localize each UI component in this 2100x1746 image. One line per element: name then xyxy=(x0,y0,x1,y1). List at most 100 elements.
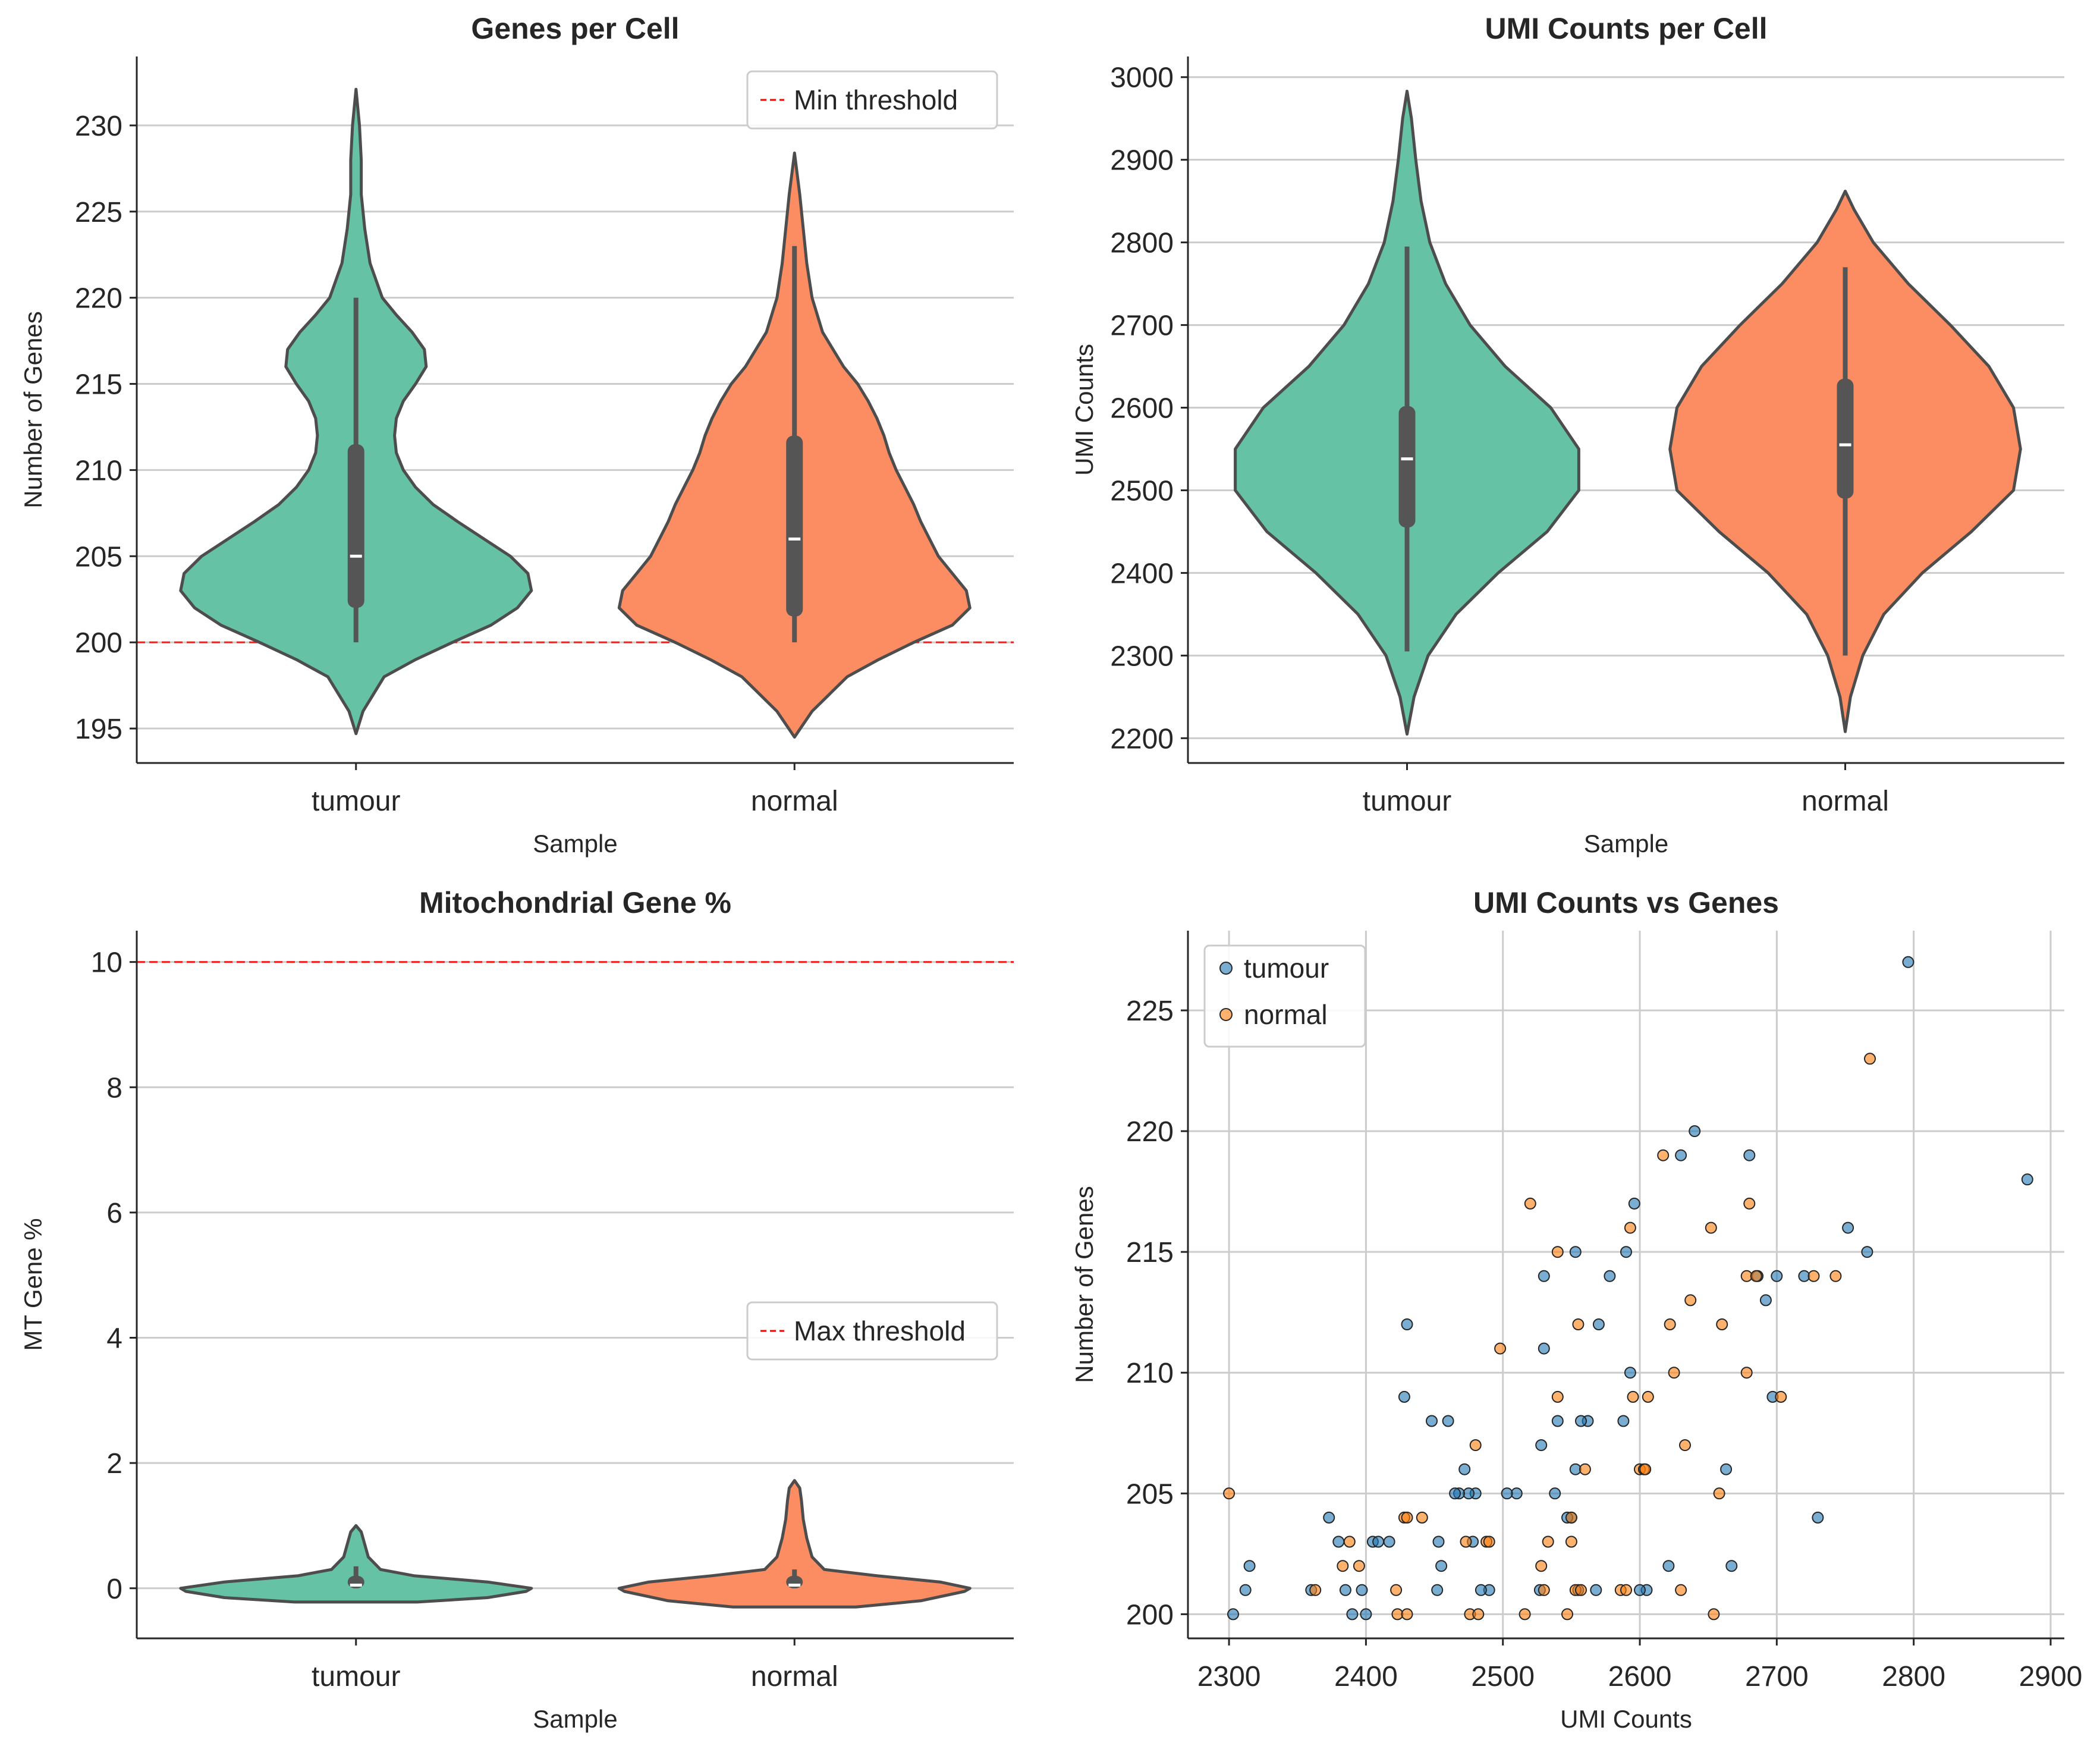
y-tick-label: 195 xyxy=(75,714,122,745)
point-tumour xyxy=(1227,1608,1239,1621)
y-tick-label: 4 xyxy=(106,1323,122,1355)
point-tumour xyxy=(1771,1270,1783,1282)
point-normal xyxy=(1469,1439,1482,1452)
y-tick-label: 2500 xyxy=(1110,475,1174,507)
point-normal xyxy=(1775,1390,1787,1403)
point-tumour xyxy=(1551,1415,1564,1427)
panel-umi-vs-genes-scatter: 2300 2400 2500 2600 2700 2800 2900 200 205 210 215… xyxy=(1070,886,2082,1733)
point-tumour xyxy=(1346,1608,1359,1621)
point-normal xyxy=(1565,1535,1577,1548)
legend-frame xyxy=(1203,944,1366,1048)
point-tumour xyxy=(1538,1270,1550,1282)
point-tumour xyxy=(1431,1584,1444,1596)
point-normal xyxy=(1624,1221,1636,1234)
point-normal xyxy=(1579,1463,1591,1475)
y-axis-label: MT Gene % xyxy=(19,1218,47,1351)
point-normal xyxy=(1309,1584,1322,1596)
panel-title: Genes per Cell xyxy=(471,12,679,45)
y-tick-label: 225 xyxy=(75,197,122,228)
point-tumour xyxy=(1590,1584,1602,1596)
x-tick-label-normal: normal xyxy=(751,786,838,817)
point-normal xyxy=(1713,1487,1725,1500)
point-normal xyxy=(1807,1270,1820,1282)
y-tick-label: 2300 xyxy=(1110,640,1174,672)
point-tumour xyxy=(1432,1535,1445,1548)
point-tumour xyxy=(1383,1535,1395,1548)
point-normal xyxy=(1657,1149,1670,1161)
point-tumour xyxy=(1628,1197,1640,1210)
y-tick-label: 2700 xyxy=(1110,310,1174,342)
legend-entry-max-threshold: Max threshold xyxy=(794,1315,966,1346)
y-tick-label: 230 xyxy=(75,111,122,142)
panel-title: UMI Counts vs Genes xyxy=(1473,886,1779,919)
point-tumour xyxy=(1720,1463,1733,1475)
point-tumour xyxy=(1398,1390,1410,1403)
point-tumour xyxy=(1675,1149,1687,1161)
point-normal xyxy=(1679,1439,1691,1452)
point-tumour xyxy=(1475,1584,1487,1596)
legend-frame xyxy=(746,1301,998,1361)
point-tumour xyxy=(1243,1560,1256,1572)
x-axis-label: Sample xyxy=(533,830,617,858)
point-normal xyxy=(1575,1584,1587,1596)
y-tick-label: 220 xyxy=(75,283,122,315)
iqr-box-normal xyxy=(1837,378,1854,499)
point-tumour xyxy=(1662,1560,1675,1572)
x-tick-label: 2900 xyxy=(2019,1661,2083,1692)
x-axis-label: Sample xyxy=(533,1705,617,1733)
point-tumour xyxy=(1689,1125,1701,1138)
x-axis-label: UMI Counts xyxy=(1560,1705,1692,1733)
legend-entry-tumour: tumour xyxy=(1244,953,1329,984)
point-tumour xyxy=(1592,1318,1605,1330)
legend-marker-normal xyxy=(1219,1008,1233,1021)
x-tick-label-tumour: tumour xyxy=(312,1661,400,1692)
x-tick-label: 2700 xyxy=(1745,1661,1809,1692)
point-tumour xyxy=(1449,1487,1461,1500)
point-normal xyxy=(1705,1221,1717,1234)
point-tumour xyxy=(1323,1511,1335,1524)
point-tumour xyxy=(1842,1221,1854,1234)
y-tick-label: 205 xyxy=(1126,1478,1174,1510)
y-tick-label: 205 xyxy=(75,541,122,573)
point-normal xyxy=(1343,1535,1356,1548)
y-tick-label: 215 xyxy=(1126,1237,1174,1268)
point-normal xyxy=(1740,1367,1753,1379)
point-normal xyxy=(1401,1511,1413,1524)
legend: Min threshold xyxy=(746,70,998,130)
iqr-box-normal xyxy=(786,435,803,617)
x-tick-label: 2600 xyxy=(1608,1661,1672,1692)
point-normal xyxy=(1538,1584,1550,1596)
point-normal xyxy=(1572,1318,1585,1330)
y-tick-label: 3000 xyxy=(1110,62,1174,94)
point-tumour xyxy=(1575,1415,1587,1427)
x-tick-label: 2800 xyxy=(1882,1661,1945,1692)
point-normal xyxy=(1675,1584,1687,1596)
point-normal xyxy=(1416,1511,1428,1524)
point-normal xyxy=(1620,1584,1632,1596)
y-axis-label: Number of Genes xyxy=(19,311,47,508)
point-normal xyxy=(1460,1535,1472,1548)
violin-tumour xyxy=(179,1524,533,1604)
point-normal xyxy=(1223,1487,1236,1500)
y-tick-label: 6 xyxy=(106,1198,122,1229)
panel-genes-per-cell: 195 200 205 210 215 220 225 230 tumour normal Gene… xyxy=(19,12,1014,858)
point-normal xyxy=(1642,1390,1654,1403)
y-tick-label: 200 xyxy=(1126,1599,1174,1631)
point-normal xyxy=(1664,1318,1676,1330)
x-tick-label-normal: normal xyxy=(751,1661,838,1692)
point-tumour xyxy=(1360,1608,1372,1621)
x-tick-label: 2500 xyxy=(1471,1661,1535,1692)
point-normal xyxy=(1494,1342,1507,1355)
point-tumour xyxy=(1604,1270,1616,1282)
point-normal xyxy=(1684,1294,1697,1307)
point-tumour xyxy=(1617,1415,1630,1427)
point-tumour xyxy=(1569,1246,1582,1258)
x-tick-label-tumour: tumour xyxy=(1363,786,1451,817)
point-tumour xyxy=(1902,956,1914,968)
x-tick-label-normal: normal xyxy=(1802,786,1889,817)
point-tumour xyxy=(1634,1584,1646,1596)
point-normal xyxy=(1561,1608,1573,1621)
point-tumour xyxy=(1372,1535,1385,1548)
point-normal xyxy=(1401,1608,1413,1621)
y-tick-label: 220 xyxy=(1126,1116,1174,1148)
